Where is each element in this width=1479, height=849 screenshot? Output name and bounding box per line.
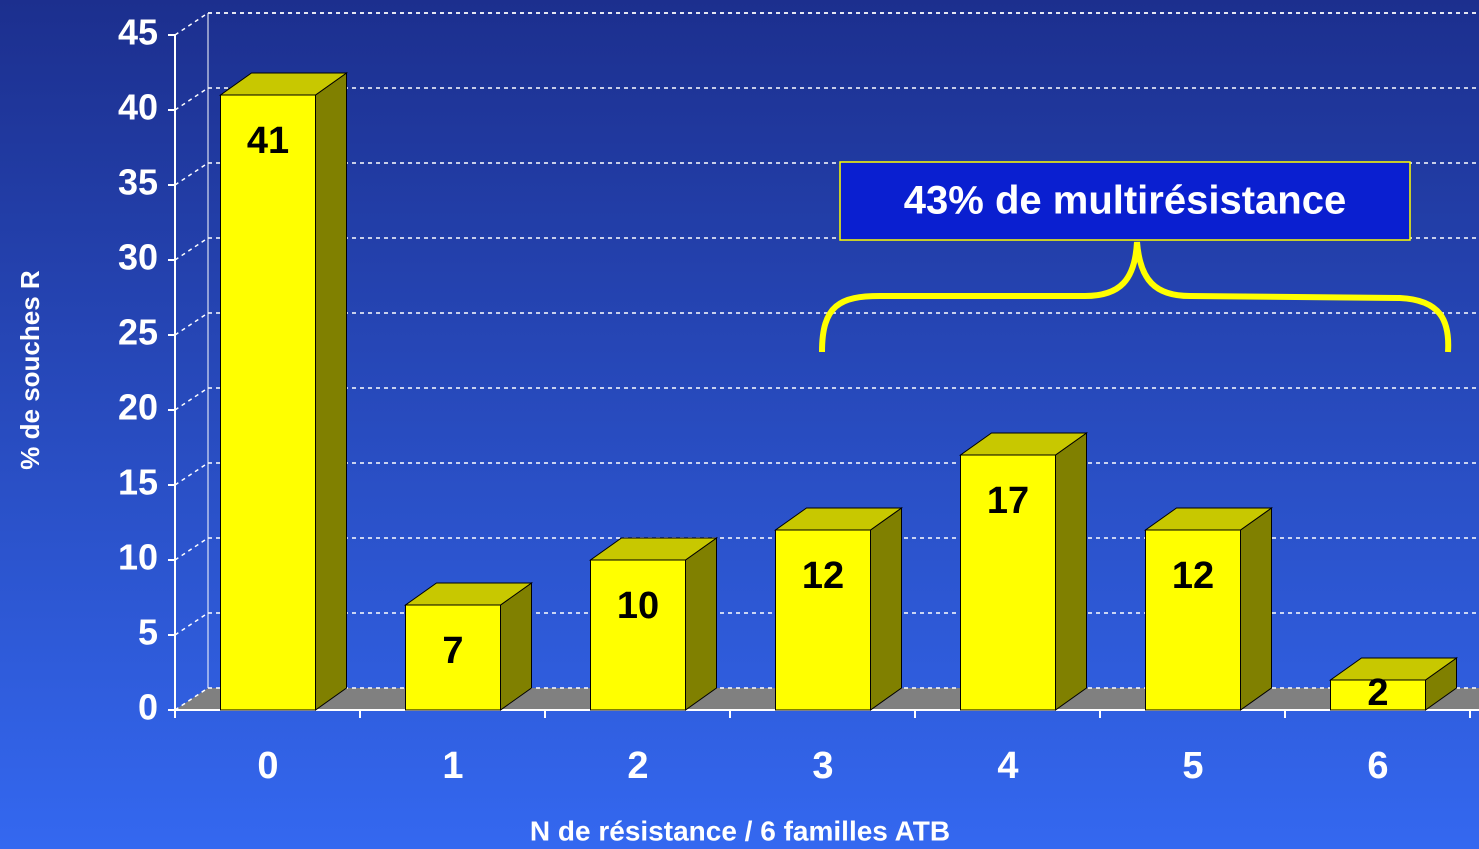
grid-diagonal [174, 312, 209, 336]
x-tick-label: 6 [1367, 745, 1388, 787]
x-tick-label: 2 [627, 745, 648, 787]
data-label: 17 [987, 480, 1029, 522]
grid-diagonal [174, 387, 209, 411]
grid-diagonal [174, 12, 209, 36]
data-label: 12 [1172, 555, 1214, 597]
y-axis-title: % de souches R [15, 270, 45, 470]
bar [1145, 529, 1241, 711]
data-label: 12 [802, 555, 844, 597]
x-axis-title: N de résistance / 6 familles ATB [530, 815, 950, 846]
bar [405, 604, 501, 711]
y-tick-label: 0 [138, 687, 158, 728]
x-tick-label: 1 [442, 745, 463, 787]
grid-diagonal [174, 687, 209, 711]
bar [590, 559, 686, 711]
data-label: 7 [442, 630, 463, 672]
y-tick-label: 30 [118, 237, 158, 278]
bar [960, 454, 1056, 711]
bar-side [1240, 507, 1272, 711]
y-tick-label: 10 [118, 537, 158, 578]
grid-diagonal [174, 462, 209, 486]
annotation-box [839, 161, 1411, 241]
data-label: 2 [1367, 672, 1388, 714]
bar-side [1055, 432, 1087, 711]
x-tick-label: 4 [997, 745, 1018, 787]
y-tick-label: 20 [118, 387, 158, 428]
x-tick-label: 3 [812, 745, 833, 787]
y-tick-label: 15 [118, 462, 158, 503]
y-tick-label: 35 [118, 162, 158, 203]
y-tick-label: 40 [118, 87, 158, 128]
brace [819, 241, 1452, 353]
grid-diagonal [174, 237, 209, 261]
data-label: 10 [617, 585, 659, 627]
grid-diagonal [174, 87, 209, 111]
annotation: 43% de multirésistance [904, 179, 1346, 223]
x-tick-label: 0 [257, 745, 278, 787]
bar [775, 529, 871, 711]
bar-side [685, 537, 717, 711]
grid-diagonal [174, 162, 209, 186]
y-tick-label: 5 [138, 612, 158, 653]
y-tick-label: 25 [118, 312, 158, 353]
bar-side [870, 507, 902, 711]
bar [220, 94, 316, 711]
x-tick-label: 5 [1182, 745, 1203, 787]
grid-diagonal [174, 537, 209, 561]
bar-side [315, 72, 347, 711]
grid-diagonal [174, 612, 209, 636]
bar [1330, 679, 1426, 711]
data-label: 41 [247, 120, 289, 162]
y-tick-label: 45 [118, 12, 158, 53]
